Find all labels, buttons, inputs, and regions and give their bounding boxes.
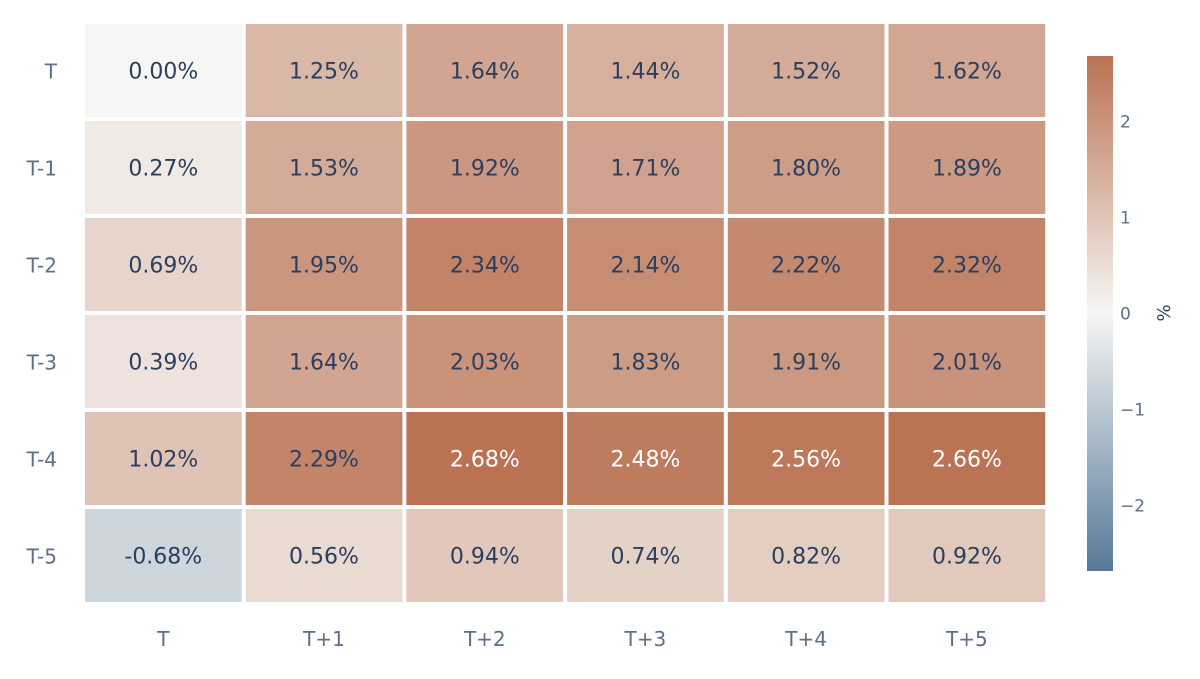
heatmap-cell-label: -0.68% — [124, 545, 202, 570]
heatmap-cell — [567, 218, 724, 311]
heatmap-cell — [888, 509, 1046, 602]
heatmap-cell-label: 2.68% — [450, 448, 520, 473]
heatmap-cell-label: 0.27% — [128, 157, 198, 182]
heatmap-cell — [888, 218, 1046, 311]
heatmap-cell-label: 2.03% — [450, 351, 520, 376]
heatmap-cell — [406, 509, 564, 602]
heatmap-cell-label: 1.64% — [289, 351, 359, 376]
y-tick-label: T — [44, 60, 58, 84]
heatmap-cell — [245, 121, 403, 214]
heatmap-cell — [888, 315, 1046, 408]
heatmap-cell-label: 2.14% — [610, 254, 680, 279]
heatmap-cell — [406, 315, 564, 408]
heatmap-cell-label: 1.62% — [932, 60, 1002, 85]
colorbar-ticks: 2 1 0 −1 −2 — [1120, 112, 1145, 516]
heatmap-cell-label: 1.44% — [610, 60, 680, 85]
colorbar-tick-label: −1 — [1120, 401, 1145, 421]
heatmap-cell-label: 0.94% — [450, 545, 520, 570]
heatmap-cell-label: 0.00% — [128, 60, 198, 85]
heatmap-cell — [727, 315, 885, 408]
heatmap-cell — [85, 315, 242, 408]
heatmap-cell — [245, 509, 403, 602]
heatmap-cell-label: 1.83% — [610, 351, 680, 376]
heatmap-cell — [888, 412, 1046, 505]
heatmap-cell — [727, 24, 885, 117]
heatmap-cell — [406, 24, 564, 117]
heatmap-cell — [567, 412, 724, 505]
heatmap-cell-label: 0.69% — [128, 254, 198, 279]
x-tick-label: T+1 — [302, 627, 345, 651]
colorbar-tick-label: −2 — [1120, 497, 1145, 517]
heatmap-cell — [727, 412, 885, 505]
heatmap-cell-label: 0.74% — [610, 545, 680, 570]
colorbar: 2 1 0 −1 −2 % — [1087, 56, 1175, 571]
colorbar-tick-label: 1 — [1120, 208, 1131, 228]
heatmap-cell — [85, 24, 242, 117]
heatmap-cell — [567, 315, 724, 408]
heatmap-cell — [85, 509, 242, 602]
y-tick-label: T-4 — [26, 448, 57, 472]
heatmap-cell-label: 1.53% — [289, 157, 359, 182]
y-tick-label: T-5 — [26, 545, 57, 569]
heatmap-cell-label: 2.34% — [450, 254, 520, 279]
heatmap-cell — [888, 121, 1046, 214]
heatmap-cell-label: 1.64% — [450, 60, 520, 85]
x-tick-label: T+4 — [784, 627, 827, 651]
heatmap-cell-label: 2.29% — [289, 448, 359, 473]
heatmap-cell-label: 1.52% — [771, 60, 841, 85]
heatmap-cell — [85, 121, 242, 214]
heatmap-cell — [245, 412, 403, 505]
heatmap-cell — [85, 412, 242, 505]
colorbar-gradient — [1087, 56, 1113, 571]
heatmap-cell-label: 1.95% — [289, 254, 359, 279]
y-tick-label: T-1 — [26, 157, 57, 181]
heatmap-cell — [406, 121, 564, 214]
heatmap-cell — [727, 218, 885, 311]
heatmap-cell-label: 2.48% — [610, 448, 680, 473]
y-tick-label: T-3 — [26, 351, 57, 375]
heatmap-cell-label: 2.22% — [771, 254, 841, 279]
heatmap-cell — [245, 24, 403, 117]
heatmap-cell-label: 0.92% — [932, 545, 1002, 570]
heatmap-cell-label: 2.01% — [932, 351, 1002, 376]
heatmap-cell — [567, 509, 724, 602]
heatmap-cell-label: 1.02% — [128, 448, 198, 473]
heatmap-cell — [567, 24, 724, 117]
heatmap-cell-label: 0.39% — [128, 351, 198, 376]
x-tick-label: T+5 — [945, 627, 988, 651]
heatmap-cell-label: 1.89% — [932, 157, 1002, 182]
heatmap-cell-label: 0.56% — [289, 545, 359, 570]
heatmap-cell-label: 0.82% — [771, 545, 841, 570]
y-tick-label: T-2 — [26, 254, 57, 278]
heatmap-cell-label: 2.32% — [932, 254, 1002, 279]
x-axis: T T+1 T+2 T+3 T+4 T+5 — [156, 627, 988, 651]
y-axis: T T-1 T-2 T-3 T-4 T-5 — [26, 60, 58, 569]
colorbar-title: % — [1154, 304, 1175, 321]
heatmap-cell-label: 1.71% — [610, 157, 680, 182]
heatmap-cell-label: 2.56% — [771, 448, 841, 473]
x-tick-label: T+3 — [624, 627, 667, 651]
colorbar-tick-label: 0 — [1120, 305, 1131, 325]
x-tick-label: T+2 — [463, 627, 506, 651]
heatmap-cell — [406, 218, 564, 311]
heatmap-cell — [888, 24, 1046, 117]
heatmap-cell-label: 2.66% — [932, 448, 1002, 473]
heatmap-cell — [406, 412, 564, 505]
heatmap-cell — [245, 218, 403, 311]
heatmap-cell — [567, 121, 724, 214]
heatmap-cell — [245, 315, 403, 408]
heatmap-cell-label: 1.80% — [771, 157, 841, 182]
heatmap-cell-label: 1.91% — [771, 351, 841, 376]
heatmap-cells — [85, 24, 1046, 602]
heatmap-cell — [727, 509, 885, 602]
heatmap-cell-label: 1.92% — [450, 157, 520, 182]
colorbar-tick-label: 2 — [1120, 112, 1131, 132]
heatmap-cell — [727, 121, 885, 214]
heatmap-cell-labels: 0.00% 1.25% 1.64% 1.44% 1.52% 1.62% 0.27% 1.53%… — [124, 60, 1001, 570]
heatmap-cell-label: 1.25% — [289, 60, 359, 85]
heatmap-cell — [85, 218, 242, 311]
x-tick-label: T — [156, 627, 170, 651]
